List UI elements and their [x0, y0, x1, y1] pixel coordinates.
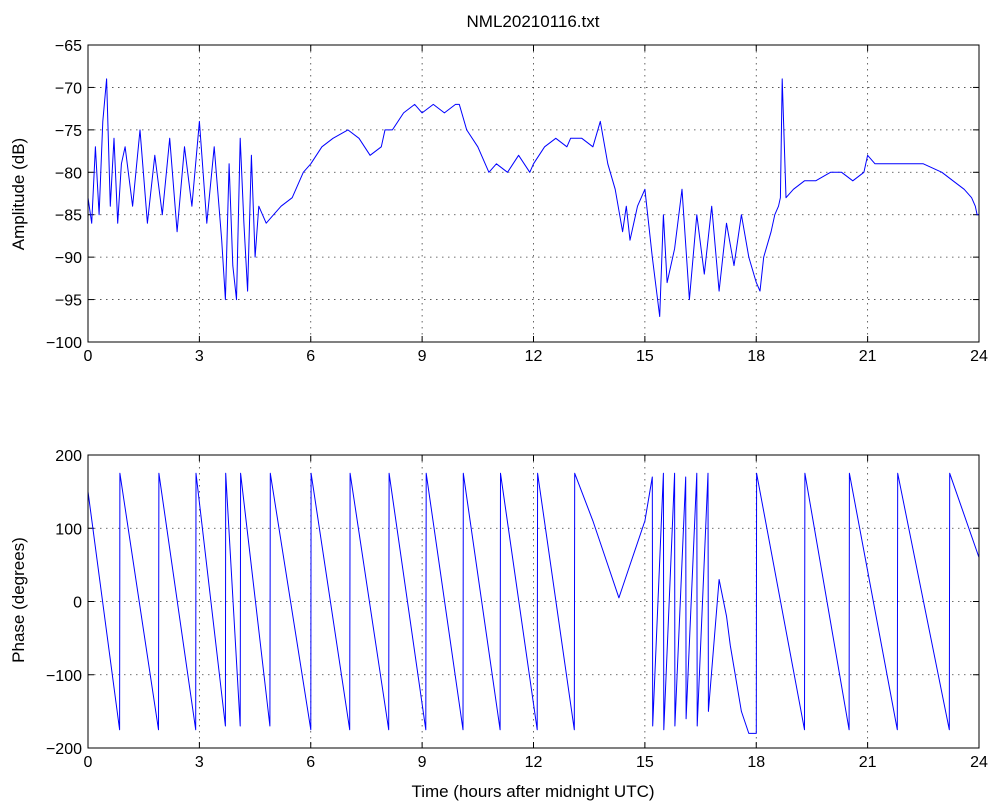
x-tick-label: 21: [859, 348, 877, 365]
series-line: [87, 472, 980, 734]
x-tick-label: 6: [306, 348, 315, 365]
y-tick-label: −65: [55, 38, 82, 55]
y-tick-label: −90: [55, 250, 82, 267]
y-tick-label: 0: [73, 595, 82, 612]
x-tick-label: 9: [418, 348, 427, 365]
x-tick-label: 0: [84, 348, 93, 365]
x-tick-label: 12: [525, 348, 543, 365]
phase-series: [87, 472, 980, 734]
y-axis-label: Amplitude (dB): [9, 138, 28, 250]
grid-lines: [88, 45, 979, 342]
y-tick-label: −70: [55, 80, 82, 97]
series-line: [87, 78, 979, 317]
y-tick-label: −100: [46, 335, 82, 352]
x-tick-label: 15: [636, 348, 654, 365]
y-tick-label: −85: [55, 208, 82, 225]
axis-ticks: 0 3 6 9 12 15 18 21 24 200 100 0 −100 −200: [46, 448, 988, 771]
y-tick-label: 100: [55, 521, 82, 538]
x-tick-label: 15: [636, 754, 654, 771]
x-tick-label: 9: [418, 754, 427, 771]
x-tick-label: 0: [84, 754, 93, 771]
plot-frame: [87, 44, 980, 343]
x-tick-label: 12: [525, 754, 543, 771]
x-tick-label: 3: [195, 754, 204, 771]
y-tick-label: −100: [46, 668, 82, 685]
y-tick-label: 200: [55, 448, 82, 465]
x-tick-label: 24: [970, 754, 988, 771]
phase-chart: Time (hours after midnight UTC) Phase (d…: [9, 448, 988, 801]
x-tick-label: 18: [747, 348, 765, 365]
x-tick-label: 21: [859, 754, 877, 771]
y-tick-label: −200: [46, 741, 82, 758]
x-tick-label: 6: [306, 754, 315, 771]
y-tick-label: −80: [55, 165, 82, 182]
x-tick-label: 3: [195, 348, 204, 365]
x-tick-label: 18: [747, 754, 765, 771]
plot-frame: [87, 454, 980, 749]
amplitude-chart: NML20210116.txt Amplitude (dB) 0 3 6 9 12 15 1…: [9, 12, 988, 365]
axis-ticks: 0 3 6 9 12 15 18 21 24 −65 −70 −75 −80 −85 −90 −95 −100: [46, 38, 988, 365]
x-axis-label: Time (hours after midnight UTC): [411, 782, 654, 801]
y-tick-label: −75: [55, 123, 82, 140]
y-tick-label: −95: [55, 293, 82, 310]
chart-title: NML20210116.txt: [467, 12, 600, 31]
x-tick-label: 24: [970, 348, 988, 365]
y-axis-label: Phase (degrees): [9, 537, 28, 663]
amplitude-series: [87, 78, 979, 317]
